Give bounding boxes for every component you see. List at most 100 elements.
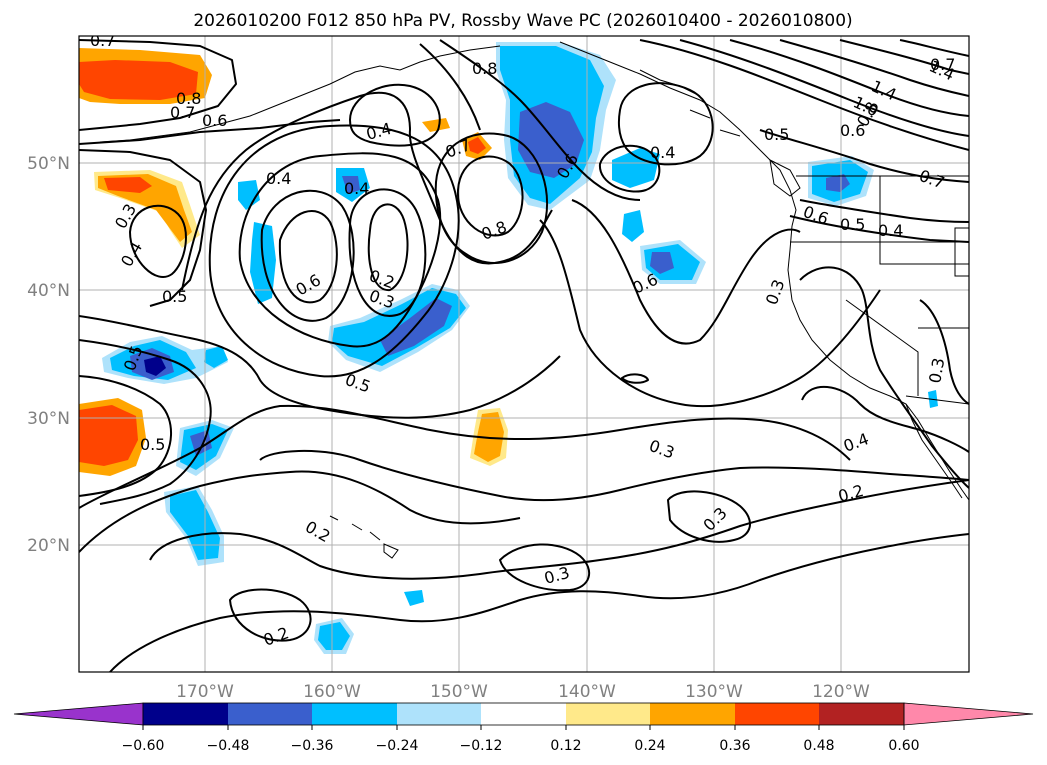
contour-ca-2 xyxy=(801,385,969,453)
contour-label: 0.5 xyxy=(162,287,187,306)
contour-label: 0.4 xyxy=(344,179,369,198)
shade-small-dark-b xyxy=(342,176,360,194)
contour-ring-west-1 xyxy=(278,210,338,304)
colorbar-tick-label: 0.12 xyxy=(550,738,581,754)
shade-e-dark-3 xyxy=(650,252,674,274)
colorbar-tick-label: 0.36 xyxy=(719,738,750,754)
colorbar-tick-label: 0.60 xyxy=(888,738,919,754)
contour-ring-ridge-outer xyxy=(434,132,549,264)
shade-sss-blue xyxy=(318,622,350,650)
contour-s-2 xyxy=(259,449,969,502)
contour-label: 0.7 xyxy=(930,55,955,74)
border-state-1 xyxy=(879,176,969,265)
shade-small-red-2 xyxy=(468,137,486,154)
coast-hawaii xyxy=(329,515,399,559)
lat-label: 50°N xyxy=(27,154,70,174)
figure-title: 2026010200 F012 850 hPa PV, Rossby Wave … xyxy=(193,11,852,31)
shade-ne-dark xyxy=(826,174,850,192)
contour-bottom-long xyxy=(109,533,969,672)
contour-upper-center-2 xyxy=(419,43,481,131)
lon-label: 120°W xyxy=(812,682,870,702)
contour-ca-3 xyxy=(919,299,969,405)
shade-e-blue-1 xyxy=(612,148,660,188)
map-layers: 0.7 0.8 0.7 0.6 0.8 1.4 1.4 1.0 0.8 0.5 … xyxy=(79,31,969,672)
contour-ne-4 xyxy=(779,39,969,97)
shade-small-blue-a xyxy=(238,180,260,210)
colorbar-tick-label: 0.48 xyxy=(803,738,834,754)
colorbar-ticks: −0.60 −0.48 −0.36 −0.24 −0.12 0.12 0.24 … xyxy=(122,725,920,754)
lon-axis-labels: 170°W 160°W 150°W 140°W 130°W 120°W xyxy=(176,682,870,702)
contour-ne-2 xyxy=(679,39,969,137)
colorbar-bin xyxy=(397,703,481,725)
shade-e-blue-2 xyxy=(622,210,644,242)
contour-ring-n xyxy=(349,83,441,147)
lon-label: 160°W xyxy=(303,682,361,702)
contour-ne-1 xyxy=(639,39,969,151)
colorbar-under-arrow xyxy=(13,702,144,726)
colorbar-tick-label: −0.36 xyxy=(291,738,334,754)
contour-ring-gulf xyxy=(617,82,714,166)
colorbar-bin xyxy=(481,703,566,725)
shade-sw-darkest xyxy=(144,356,166,376)
contour-ne-6 xyxy=(899,39,969,57)
colorbar-bin xyxy=(312,703,397,725)
colorbar-bin xyxy=(819,703,904,725)
map-frame xyxy=(78,35,970,673)
contour-label: 0.6 xyxy=(840,121,865,140)
coast-alaska-se xyxy=(559,41,797,227)
border-state-3 xyxy=(845,299,919,396)
lat-label: 20°N xyxy=(27,536,70,556)
contour-s-6 xyxy=(229,588,312,642)
contour-upper-2 xyxy=(79,119,341,145)
contour-s-3 xyxy=(149,479,969,580)
contour-e-long-2 xyxy=(539,219,881,408)
lon-label: 150°W xyxy=(430,682,488,702)
shade-tiny-2 xyxy=(204,346,228,368)
colorbar-bin xyxy=(143,703,228,725)
colorbar-tick-label: −0.24 xyxy=(376,738,419,754)
lat-axis-labels: 50°N 40°N 30°N 20°N xyxy=(27,154,70,556)
contour-ring-center-2 xyxy=(348,188,427,317)
contour-sw-mid-1 xyxy=(79,315,561,419)
colorbar-tick-label: −0.60 xyxy=(122,738,165,754)
contour-ne-3 xyxy=(729,39,969,117)
contour-e-long xyxy=(571,199,801,345)
contour-upper-3 xyxy=(79,149,207,307)
colorbar-tick-label: −0.48 xyxy=(207,738,250,754)
contour-ca-1 xyxy=(799,266,969,489)
contour-s-5 xyxy=(499,543,591,592)
contour-trough-big xyxy=(238,152,442,348)
colorbar-tick-label: −0.12 xyxy=(460,738,503,754)
lon-label: 140°W xyxy=(558,682,616,702)
contour-trough-outer xyxy=(208,124,460,378)
contour-label: 0.8 xyxy=(472,59,497,78)
contour-upper-center xyxy=(439,39,641,201)
lon-label: 170°W xyxy=(176,682,234,702)
contour-ring-ridge xyxy=(456,155,524,237)
colorbar xyxy=(13,702,1034,726)
contour-label: 0.3 xyxy=(925,356,948,384)
contour-label: 0.6 xyxy=(202,111,227,130)
contour-ne-8 xyxy=(799,199,969,223)
shade-nw-red xyxy=(79,60,198,100)
shade-ss-blue xyxy=(170,490,220,560)
contour-ne-9 xyxy=(789,215,969,243)
shade-small-orange-1 xyxy=(422,118,450,132)
contour-label: 0.7 xyxy=(90,31,115,50)
contour-sw-mid-3 xyxy=(79,375,173,497)
contour-label: 0.8 xyxy=(176,89,201,108)
shade-w-red xyxy=(79,405,138,466)
contour-sw-wide xyxy=(79,404,851,509)
coast-vancouver-island xyxy=(769,159,801,197)
pv-contours xyxy=(79,39,969,672)
border-mexico xyxy=(905,395,969,405)
colorbar-bin xyxy=(566,703,650,725)
contour-ring-e1 xyxy=(598,144,661,193)
contour-label: 0.4 xyxy=(650,143,675,162)
colorbar-outline xyxy=(142,702,905,726)
lon-label: 130°W xyxy=(685,682,743,702)
contour-label: 0.7 xyxy=(170,103,195,122)
contour-label: 0.5 xyxy=(764,125,789,144)
contour-upper-1 xyxy=(79,39,237,131)
